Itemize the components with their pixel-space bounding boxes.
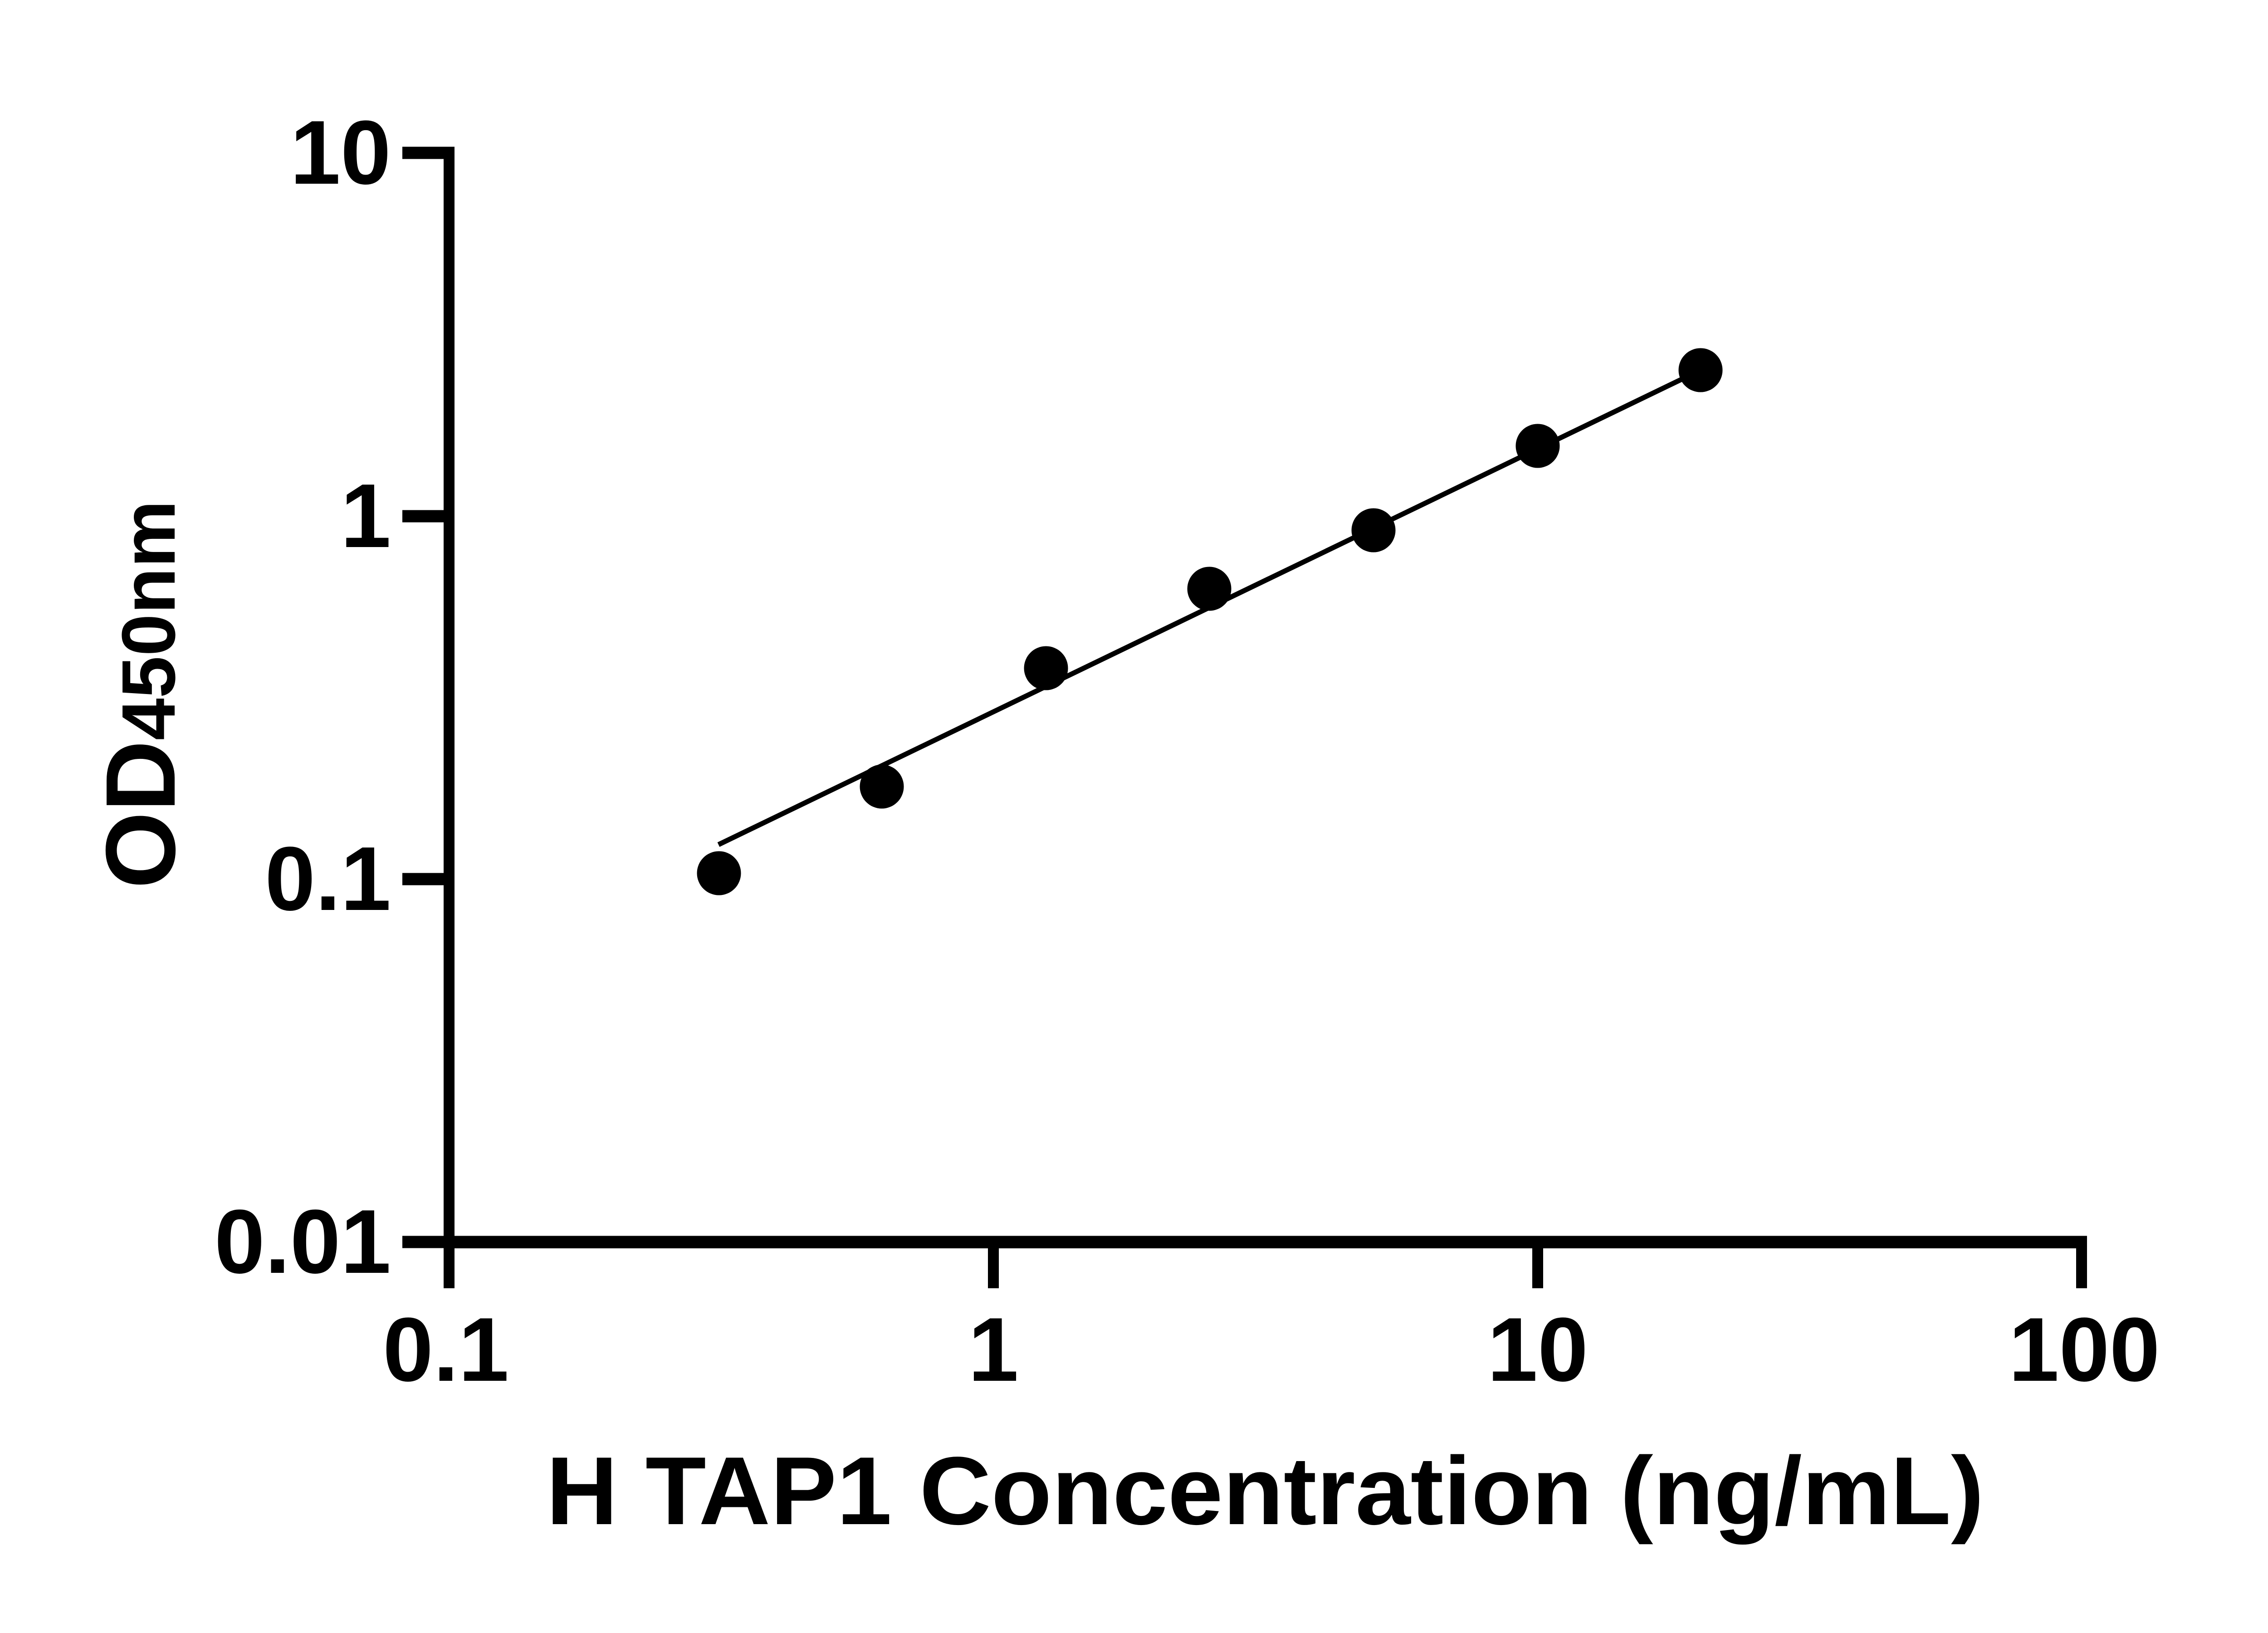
svg-text:OD450nm: OD450nm bbox=[86, 500, 196, 889]
svg-text:1: 1 bbox=[341, 465, 391, 567]
svg-text:100: 100 bbox=[2009, 1299, 2160, 1400]
svg-text:H TAP1 Concentration (ng/mL): H TAP1 Concentration (ng/mL) bbox=[546, 1437, 1984, 1545]
svg-text:10: 10 bbox=[1487, 1299, 1588, 1400]
svg-text:1: 1 bbox=[968, 1299, 1018, 1400]
svg-text:0.1: 0.1 bbox=[265, 828, 391, 929]
svg-text:10: 10 bbox=[290, 102, 391, 203]
svg-text:0.1: 0.1 bbox=[383, 1299, 509, 1400]
svg-text:0.01: 0.01 bbox=[215, 1191, 391, 1292]
